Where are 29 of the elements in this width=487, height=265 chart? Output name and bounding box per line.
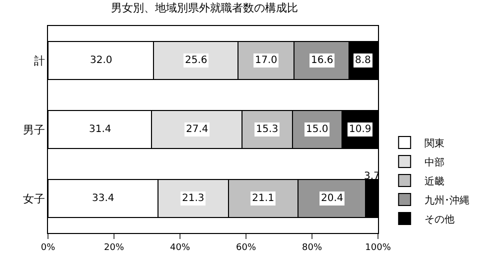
legend-label: 関東 [424,137,445,150]
chart-title: 男女別、地域別県外就職者数の構成比 [111,2,298,15]
data-label: 21.1 [252,193,274,204]
y-tick-label: 女子 [22,192,45,206]
data-label: 32.0 [90,55,112,66]
x-tick-label: 0% [40,242,56,253]
data-label: 27.4 [186,124,208,135]
y-tick-label: 男子 [22,123,45,136]
data-label: 21.3 [182,193,204,204]
legend-label: 九州･沖縄 [424,194,470,206]
data-label: 15.0 [306,124,328,135]
legend-label: その他 [424,213,455,226]
x-tick-label: 20% [104,242,124,253]
data-label: 17.0 [255,55,278,66]
data-label: 8.8 [355,55,371,66]
data-label: 10.9 [349,124,372,135]
data-label: 20.4 [321,193,344,204]
data-label: 25.6 [185,55,208,66]
legend-label: 中部 [424,156,445,168]
x-tick-label: 60% [236,242,256,253]
x-tick-label: 40% [170,242,190,253]
data-label: 31.4 [89,124,112,135]
x-tick-label: 100% [365,242,392,253]
data-label: 16.6 [311,55,334,66]
x-tick-label: 80% [302,242,322,253]
legend-label: 近畿 [424,175,445,188]
data-label: 15.3 [256,124,278,135]
y-tick-label: 計 [34,54,45,68]
data-label: 33.4 [92,193,114,204]
